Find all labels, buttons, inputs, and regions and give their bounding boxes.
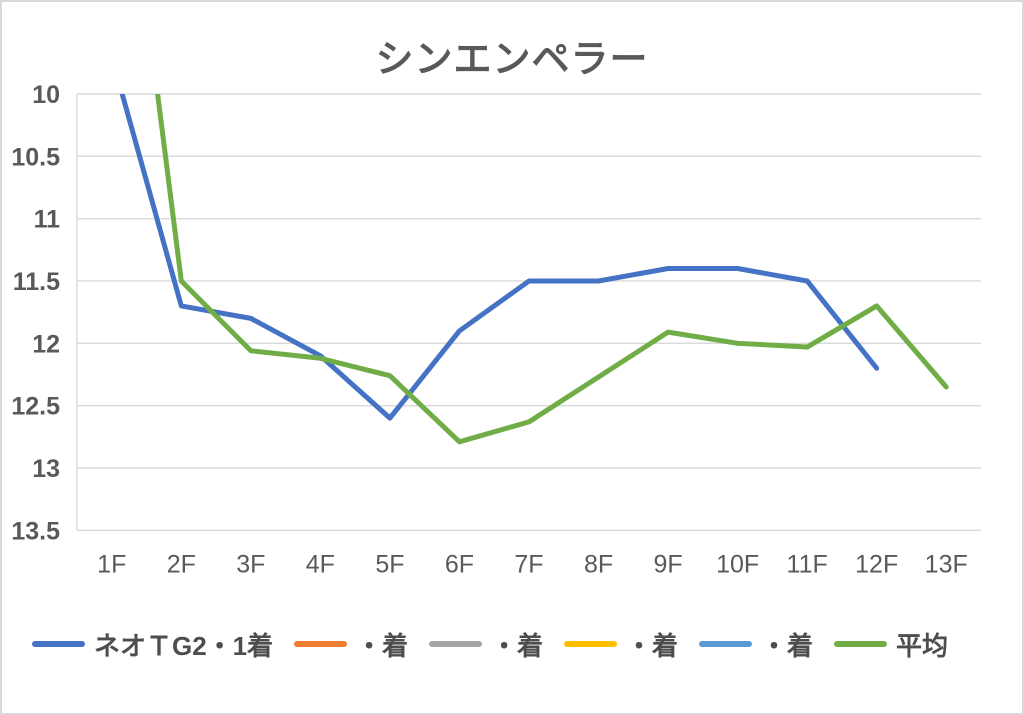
y-tick-label: 12.5 bbox=[11, 393, 60, 421]
x-tick-label: 12F bbox=[855, 550, 898, 578]
legend-item-3: ・着 bbox=[564, 626, 678, 663]
x-tick-label: 6F bbox=[445, 550, 474, 578]
series-line-0 bbox=[119, 94, 880, 421]
legend-label: 平均 bbox=[895, 630, 948, 661]
x-tick-label: 1F bbox=[97, 550, 126, 578]
legend-swatch-orange bbox=[294, 641, 348, 647]
legend-swatch-green bbox=[833, 641, 887, 647]
legend-label: ・着 bbox=[491, 630, 544, 661]
x-tick-label: 5F bbox=[375, 550, 404, 578]
x-tick-label: 13F bbox=[925, 550, 968, 578]
legend: ネオＴG2・1着 ・着 ・着 ・着 ・着 平均 bbox=[32, 616, 948, 672]
legend-swatch-lightblue bbox=[699, 641, 753, 647]
x-tick-label: 7F bbox=[514, 550, 543, 578]
legend-item-4: ・着 bbox=[699, 626, 813, 663]
legend-swatch-gray bbox=[429, 641, 483, 647]
x-tick-label: 9F bbox=[653, 550, 682, 578]
legend-item-1: ・着 bbox=[294, 626, 408, 663]
y-tick-label: 10.5 bbox=[11, 143, 60, 171]
y-tick-label: 13 bbox=[32, 455, 60, 483]
legend-item-5: 平均 bbox=[833, 626, 948, 663]
x-tick-label: 8F bbox=[584, 550, 613, 578]
legend-label: ・着 bbox=[761, 630, 814, 661]
series-line-5 bbox=[155, 94, 949, 445]
legend-label: ネオＴG2・1着 bbox=[94, 630, 274, 661]
y-tick-label: 12 bbox=[32, 330, 60, 358]
x-tick-label: 2F bbox=[167, 550, 196, 578]
legend-item-2: ・着 bbox=[429, 626, 543, 663]
y-tick-label: 10 bbox=[32, 81, 60, 109]
x-tick-label: 3F bbox=[236, 550, 265, 578]
x-tick-label: 11F bbox=[787, 550, 828, 578]
x-tick-label: 10F bbox=[716, 550, 759, 578]
x-tick-label: 4F bbox=[306, 550, 335, 578]
legend-label: ・着 bbox=[356, 630, 409, 661]
legend-swatch-blue bbox=[32, 641, 85, 647]
legend-item-0: ネオＴG2・1着 bbox=[32, 626, 273, 663]
y-tick-label: 13.5 bbox=[11, 517, 60, 545]
chart-title: シンエンペラー bbox=[375, 39, 649, 81]
y-tick-label: 11 bbox=[34, 206, 61, 234]
legend-swatch-yellow bbox=[564, 641, 618, 647]
y-tick-label: 11.5 bbox=[13, 268, 60, 296]
legend-label: ・着 bbox=[626, 630, 679, 661]
